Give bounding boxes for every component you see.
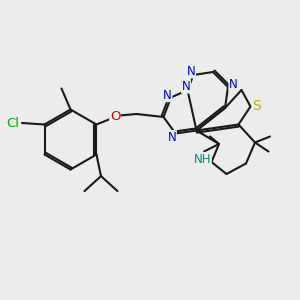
Text: N: N	[167, 130, 176, 144]
Text: Cl: Cl	[7, 116, 20, 130]
Text: S: S	[252, 100, 261, 113]
Text: N: N	[163, 88, 172, 102]
Text: NH: NH	[194, 152, 211, 166]
Text: N: N	[229, 77, 238, 91]
Text: O: O	[110, 110, 120, 124]
Text: N: N	[187, 65, 196, 78]
Text: N: N	[182, 80, 190, 93]
